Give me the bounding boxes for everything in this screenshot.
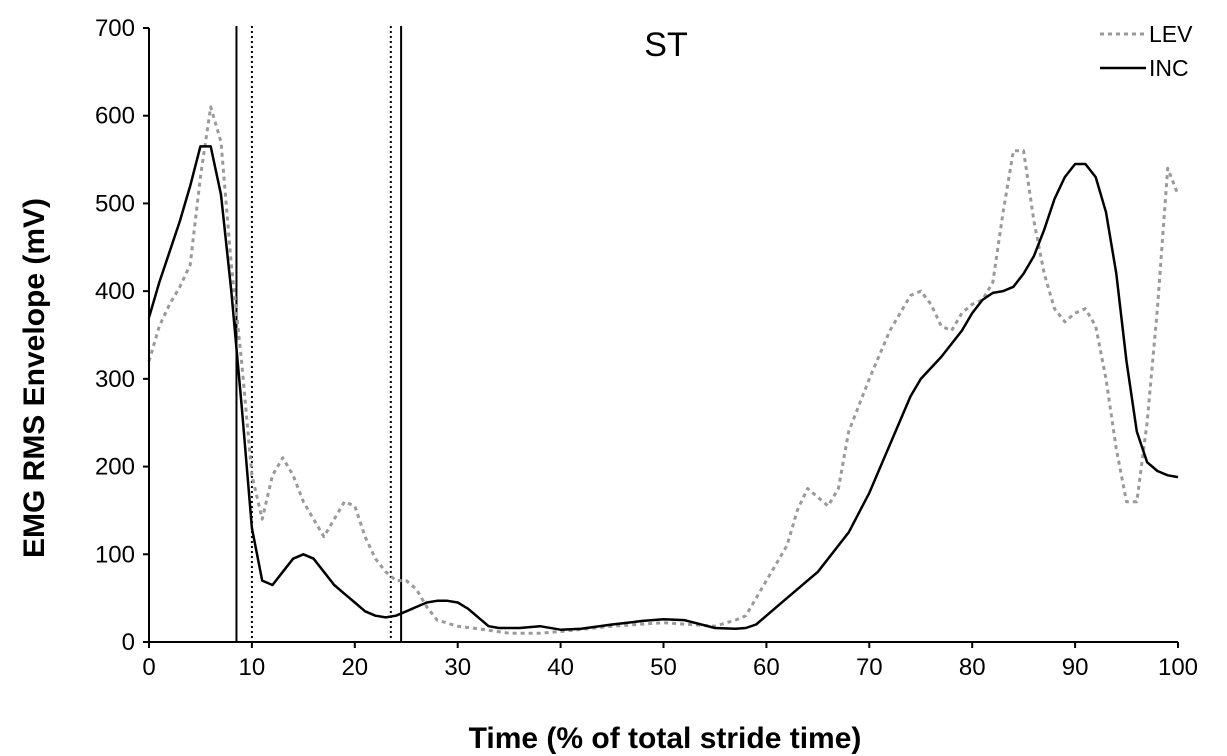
ticks: 0 100 200 300 400 500 600 700 0 10 20 30 40 50 60 70 80 9…: [95, 15, 1198, 681]
y-tick-label: 300: [95, 366, 135, 393]
x-tick-label: 70: [856, 654, 883, 681]
x-tick-label: 10: [239, 654, 266, 681]
y-tick-label: 500: [95, 190, 135, 217]
y-tick-label: 400: [95, 278, 135, 305]
y-tick-label: 200: [95, 454, 135, 481]
y-tick-label: 0: [122, 629, 135, 656]
x-tick-label: 100: [1158, 654, 1198, 681]
x-tick-label: 40: [547, 654, 574, 681]
legend-label-inc: INC: [1149, 55, 1189, 81]
y-axis-title: EMG RMS Envelope (mV): [18, 198, 51, 558]
x-tick-label: 50: [650, 654, 677, 681]
x-tick-label: 80: [959, 654, 986, 681]
axes: [148, 28, 1178, 643]
x-tick-label: 90: [1062, 654, 1089, 681]
legend-label-lev: LEV: [1149, 21, 1193, 47]
plot-lines: [147, 26, 1180, 642]
x-tick-label: 30: [444, 654, 471, 681]
series-lev-line: [147, 105, 1180, 635]
series-inc-line: [147, 145, 1179, 631]
x-tick-label: 60: [753, 654, 780, 681]
x-tick-label: 0: [142, 654, 155, 681]
y-tick-label: 600: [95, 103, 135, 130]
y-tick-label: 100: [95, 541, 135, 568]
legend: LEV INC: [1100, 21, 1193, 81]
y-tick-label: 700: [95, 15, 135, 42]
x-axis-title: Time (% of total stride time): [469, 722, 862, 755]
x-tick-label: 20: [341, 654, 368, 681]
chart-title: ST: [644, 26, 687, 64]
